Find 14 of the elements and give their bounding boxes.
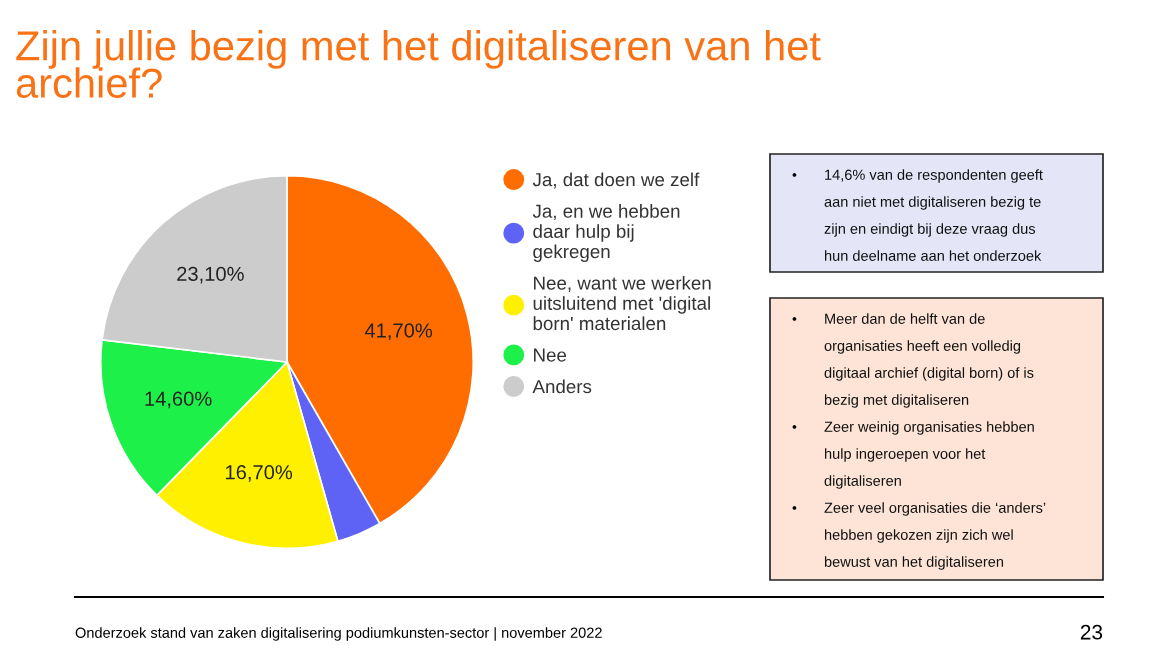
chart-title: Zijn jullie bezig met het digitaliseren van het archief? — [16, 30, 821, 98]
data-label: 14,60% — [145, 391, 212, 409]
data-label: 23,10% — [177, 266, 244, 284]
text: 23 — [1080, 624, 1103, 640]
text: Onderzoek stand van zaken digitalisering podiumkunsten-sector | november 2022 — [75, 627, 602, 641]
text: • 14,6% van de respondenten geeft aan niet met digitaliseren bezig te zijn en eindigt bij deze vraag dus hun deelname aan het onderzoek — [792, 169, 1043, 261]
legend-label: Anders — [532, 379, 592, 394]
legend-label: Ja, dat doen we zelf — [532, 172, 700, 189]
data-label: 16,70% — [226, 465, 293, 482]
legend-label: Nee — [534, 348, 567, 362]
data-label: 41,70% — [364, 323, 433, 341]
legend-label: Nee, want we werken uitsluitend met 'digital born' materialen — [533, 275, 711, 331]
legend-label: Ja, en we hebben daar hulp bij gekregen — [532, 204, 680, 262]
text: • Meer dan de helft van de organisaties heeft een volledig digitaal archief (digital born) of is bezig met digitaliseren • Zeer weinig organisaties hebben hulp ingeroepen voor het digitaliseren • Zeer veel organisaties die ‘anders’ hebben gekozen zijn zich wel bewust van het digitaliseren — [792, 313, 1046, 570]
